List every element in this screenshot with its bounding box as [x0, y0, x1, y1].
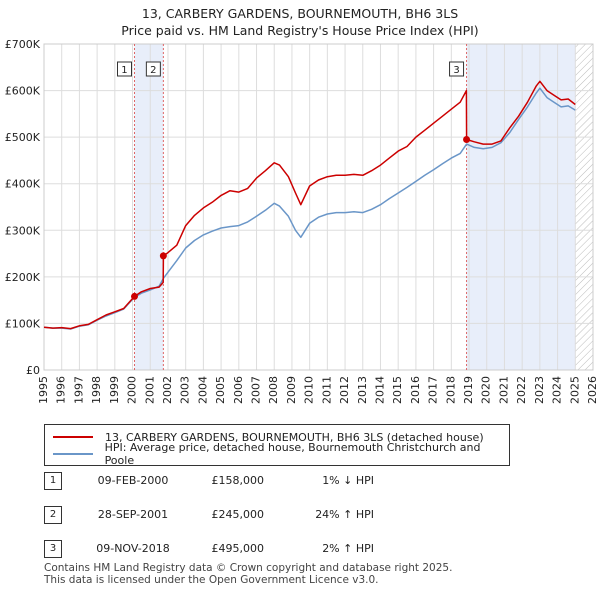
marker-label: 2 [150, 65, 156, 76]
y-tick-label: £600K [5, 85, 41, 98]
table-row: 1 09-FEB-2000 £158,000 1% ↓ HPI [44, 472, 464, 492]
x-tick-label: 2008 [267, 376, 280, 404]
y-tick-label: £700K [5, 38, 41, 51]
transaction-date: 09-NOV-2018 [96, 542, 170, 555]
transaction-number: 2 [44, 506, 62, 524]
transaction-date: 09-FEB-2000 [97, 474, 169, 487]
marker-label: 3 [453, 65, 459, 76]
y-tick-label: £100K [5, 317, 41, 330]
shaded-region [134, 44, 164, 370]
x-tick-label: 2017 [427, 376, 440, 404]
y-tick-label: £300K [5, 224, 41, 237]
x-tick-label: 2010 [303, 376, 316, 404]
x-tick-label: 2006 [232, 376, 245, 404]
transaction-price: £495,000 [211, 542, 265, 555]
footer: Contains HM Land Registry data © Crown c… [44, 562, 452, 586]
x-tick-label: 2024 [551, 376, 564, 404]
legend: 13, CARBERY GARDENS, BOURNEMOUTH, BH6 3L… [44, 424, 510, 467]
x-tick-label: 2001 [143, 376, 156, 404]
x-tick-label: 2000 [126, 376, 139, 404]
transaction-hpi: 1% ↓ HPI [322, 474, 374, 487]
x-tick-label: 2015 [391, 376, 404, 404]
x-tick-label: 2005 [214, 376, 227, 404]
marker-point [159, 252, 167, 260]
transaction-price: £158,000 [211, 474, 265, 487]
transaction-date: 28-SEP-2001 [97, 508, 169, 521]
legend-swatch-hpi [53, 453, 93, 455]
y-tick-label: £400K [5, 178, 41, 191]
x-tick-label: 2002 [161, 376, 174, 404]
x-tick-label: 2026 [586, 376, 599, 404]
x-tick-label: 1997 [72, 376, 85, 404]
footer-copyright: Contains HM Land Registry data © Crown c… [44, 562, 453, 574]
transaction-number: 3 [44, 540, 62, 558]
chart-title: 13, CARBERY GARDENS, BOURNEMOUTH, BH6 3L… [141, 6, 459, 21]
legend-label-hpi: HPI: Average price, detached house, Bour… [104, 441, 481, 467]
x-tick-label: 2018 [444, 376, 457, 404]
x-tick-label: 1996 [55, 376, 68, 404]
transaction-number: 1 [44, 472, 62, 490]
table-row: 3 09-NOV-2018 £495,000 2% ↑ HPI [44, 540, 464, 560]
x-tick-label: 2012 [338, 376, 351, 404]
shaded-region [466, 44, 576, 370]
legend-swatch-price [53, 436, 93, 438]
x-tick-label: 2009 [285, 376, 298, 404]
x-tick-label: 1998 [90, 376, 103, 404]
legend-item-price: 13, CARBERY GARDENS, BOURNEMOUTH, BH6 3L… [53, 429, 484, 445]
y-tick-label: £500K [5, 131, 41, 144]
x-tick-label: 2022 [515, 376, 528, 404]
x-tick-label: 2011 [320, 376, 333, 404]
legend-item-hpi: HPI: Average price, detached house, Bour… [53, 441, 509, 467]
x-tick-label: 2019 [462, 376, 475, 404]
x-tick-label: 2016 [409, 376, 422, 404]
x-tick-label: 2021 [497, 376, 510, 404]
marker-label-box [145, 61, 161, 77]
legend-label-price: 13, CARBERY GARDENS, BOURNEMOUTH, BH6 3L… [105, 430, 484, 444]
price-chart: £0 £100K £200K £300K £400K £500K £600K £700K 199… [5, 38, 599, 404]
x-tick-label: 1999 [108, 376, 121, 404]
x-tick-label: 2003 [179, 376, 192, 404]
marker-point [463, 135, 471, 143]
footer-license: This data is licensed under the Open Gov… [44, 574, 379, 586]
marker-label-box [116, 61, 132, 77]
plot-border [43, 43, 594, 371]
marker-label-box [449, 61, 465, 77]
series-line-price [43, 80, 576, 330]
x-tick-label: 2023 [533, 376, 546, 404]
x-tick-label: 2014 [373, 376, 386, 404]
marker-point [130, 292, 138, 300]
transaction-hpi: 2% ↑ HPI [322, 542, 374, 555]
chart-subtitle: Price paid vs. HM Land Registry's House … [121, 23, 479, 38]
y-tick-label: £200K [5, 271, 41, 284]
x-tick-label: 2025 [568, 376, 581, 404]
marker-label: 1 [121, 65, 127, 76]
x-tick-label: 2020 [480, 376, 493, 404]
forecast-hatch [575, 44, 593, 370]
table-row: 2 28-SEP-2001 £245,000 24% ↑ HPI [44, 506, 464, 526]
transaction-hpi: 24% ↑ HPI [315, 508, 374, 521]
x-tick-label: 2013 [356, 376, 369, 404]
x-tick-label: 1995 [37, 376, 50, 404]
x-tick-label: 2004 [196, 376, 209, 404]
transaction-price: £245,000 [211, 508, 265, 521]
x-tick-label: 2007 [250, 376, 263, 404]
series-line-hpi [43, 87, 576, 330]
y-tick-label: £0 [26, 364, 40, 377]
